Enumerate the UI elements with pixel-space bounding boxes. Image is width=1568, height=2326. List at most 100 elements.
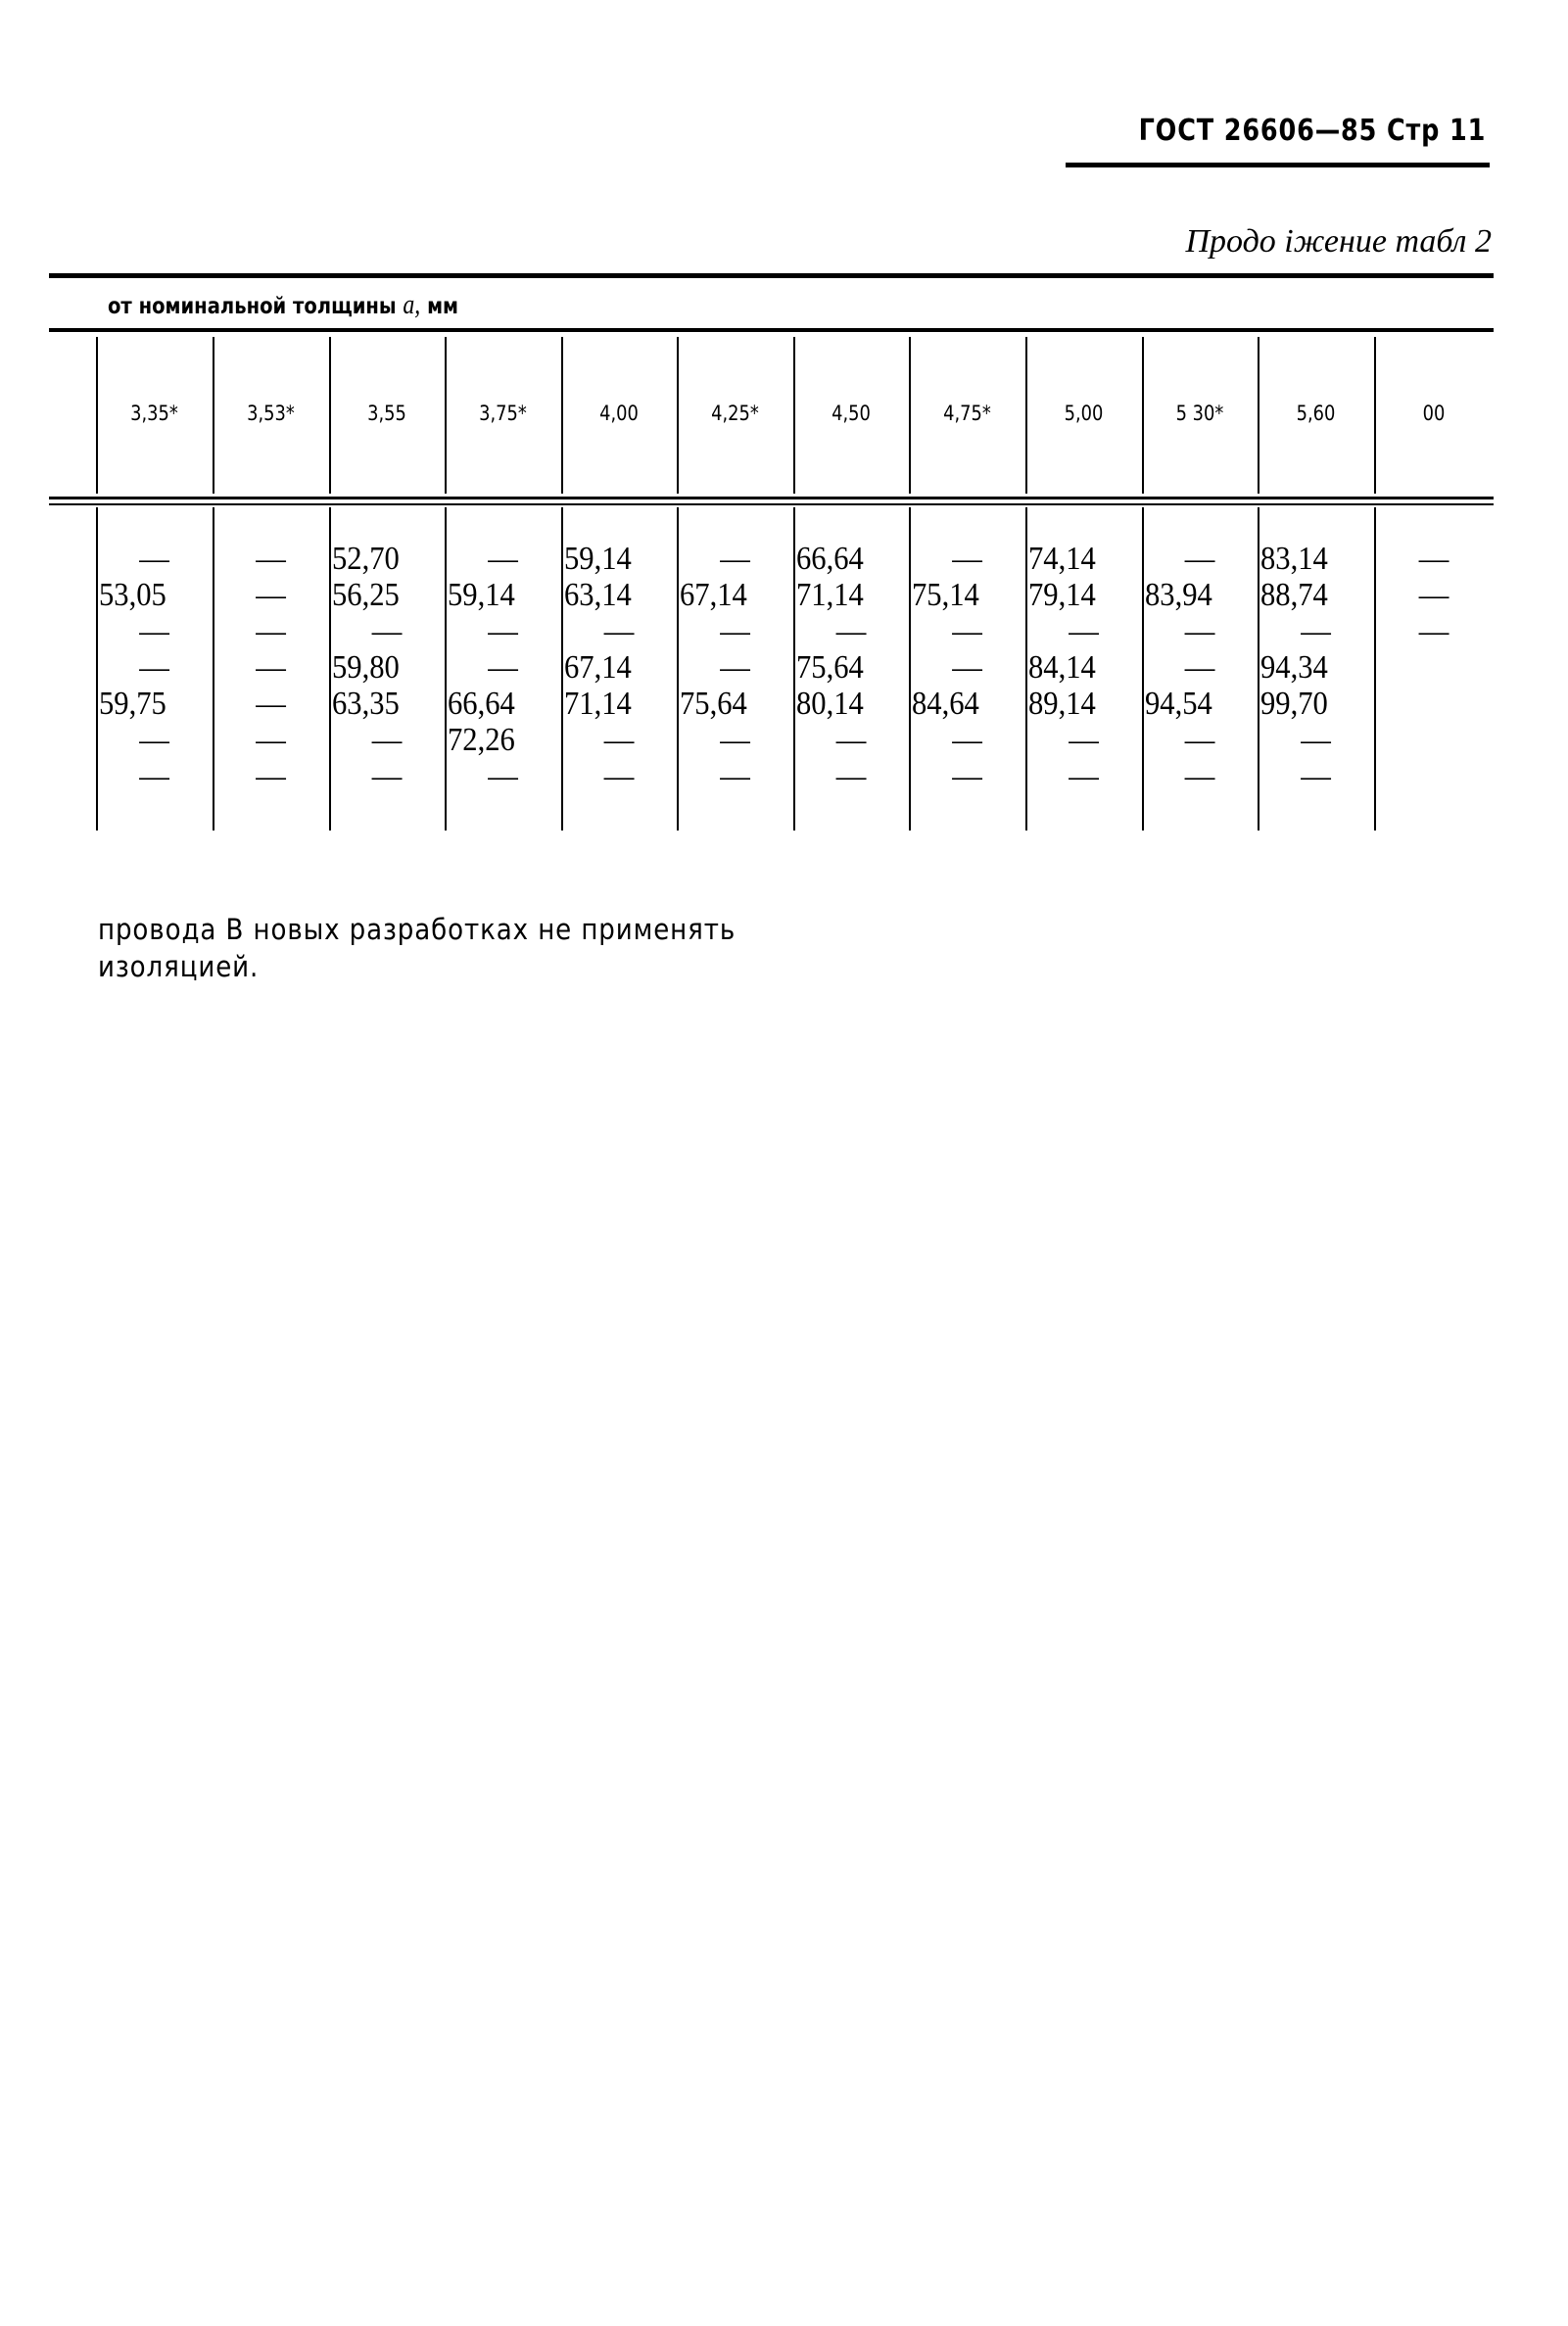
column-divider — [677, 507, 679, 831]
table-cell: — — [1069, 613, 1099, 649]
page-header: ГОСТ 26606—85 Стр 11 — [1138, 114, 1486, 148]
table-cell: 63,14 — [564, 577, 632, 613]
table-cell: 88,74 — [1260, 577, 1328, 613]
table-cell: — — [1418, 577, 1449, 613]
table-cell: — — [952, 613, 982, 649]
column-header: 5,00 — [1064, 402, 1104, 425]
table-cell: — — [256, 686, 286, 722]
column-divider — [1258, 507, 1259, 831]
column-header: 00 — [1422, 402, 1446, 425]
table-subheader: от номинальной толщины a, мм — [108, 290, 458, 321]
table-cell: — — [952, 649, 982, 686]
table-cell: — — [720, 722, 750, 758]
column-divider — [329, 507, 331, 831]
table-cell: — — [603, 722, 635, 758]
column-divider — [1258, 337, 1259, 494]
table-cell: 75,14 — [912, 577, 979, 613]
table-cell: 66,64 — [448, 686, 515, 722]
column-divider — [445, 337, 447, 494]
table-continuation-label: Продо іжение табл 2 — [1185, 223, 1492, 260]
table-cell: 84,64 — [912, 686, 979, 722]
table-top-rule — [49, 273, 1494, 278]
column-divider — [677, 337, 679, 494]
column-divider — [213, 507, 214, 831]
table-cell: 56,25 — [332, 577, 400, 613]
footnote-line-2: изоляцией. — [98, 950, 260, 983]
table-cell: — — [720, 758, 750, 794]
table-cell: — — [1184, 649, 1215, 686]
column-header: 5,60 — [1296, 402, 1336, 425]
table-cell: 74,14 — [1028, 541, 1096, 577]
column-divider — [96, 337, 98, 494]
table-cell: 59,14 — [564, 541, 632, 577]
column-divider — [1025, 337, 1027, 494]
column-divider — [96, 507, 98, 831]
column-header: 3,55 — [367, 402, 406, 425]
table-cell: — — [1184, 541, 1215, 577]
table-cell: 80,14 — [796, 686, 864, 722]
column-header: 3,53* — [247, 402, 295, 425]
table-cell: — — [256, 758, 286, 794]
table-cell: — — [1184, 613, 1215, 649]
table-cell: — — [1301, 613, 1331, 649]
column-divider — [213, 337, 214, 494]
table-cell: — — [720, 649, 750, 686]
table-cell: — — [256, 541, 286, 577]
table-cell: — — [1418, 613, 1449, 649]
table-cell: — — [371, 722, 403, 758]
column-header: 5 30* — [1175, 402, 1224, 425]
table-cell: — — [139, 541, 169, 577]
table-cell: 59,14 — [448, 577, 515, 613]
table-cell: — — [1301, 758, 1331, 794]
table-cell: — — [256, 649, 286, 686]
column-divider — [561, 507, 563, 831]
subheader-text: от номинальной толщины — [108, 294, 397, 319]
table-cell: 79,14 — [1028, 577, 1096, 613]
table-cell: 53,05 — [99, 577, 166, 613]
table-cell: 59,80 — [332, 649, 400, 686]
table-cell: — — [139, 613, 169, 649]
table-cell: 75,64 — [796, 649, 864, 686]
table-cell: 99,70 — [1260, 686, 1328, 722]
table-cell: — — [835, 722, 867, 758]
table-cell: 63,35 — [332, 686, 400, 722]
table-cell: 94,34 — [1260, 649, 1328, 686]
column-divider — [793, 507, 795, 831]
table-cell: — — [1069, 758, 1099, 794]
column-header: 4,50 — [832, 402, 871, 425]
table-cell: — — [139, 649, 169, 686]
table-cell: 94,54 — [1145, 686, 1212, 722]
table-cell: — — [952, 758, 982, 794]
column-divider — [793, 337, 795, 494]
column-divider — [329, 337, 331, 494]
column-divider — [561, 337, 563, 494]
table-cell: — — [720, 541, 750, 577]
table-cell: — — [488, 758, 518, 794]
table-cell: 66,64 — [796, 541, 864, 577]
table-cell: — — [952, 541, 982, 577]
table-cell: 67,14 — [564, 649, 632, 686]
table-double-rule-top — [49, 497, 1494, 499]
header-rule — [1066, 163, 1490, 167]
table-cell: — — [139, 722, 169, 758]
column-divider — [1374, 337, 1376, 494]
table-cell: — — [1184, 722, 1215, 758]
table-cell: — — [256, 577, 286, 613]
column-divider — [1374, 507, 1376, 831]
table-cell: — — [1301, 722, 1331, 758]
table-cell: 52,70 — [332, 541, 400, 577]
table-cell: — — [603, 758, 635, 794]
table-cell: — — [488, 613, 518, 649]
table-cell: 71,14 — [564, 686, 632, 722]
column-header: 3,35* — [130, 402, 178, 425]
table-cell: 71,14 — [796, 577, 864, 613]
table-cell: 84,14 — [1028, 649, 1096, 686]
table-cell: 59,75 — [99, 686, 166, 722]
column-divider — [1142, 507, 1144, 831]
column-header: 3,75* — [479, 402, 527, 425]
table-cell: 75,64 — [680, 686, 747, 722]
table-cell: — — [835, 613, 867, 649]
subheader-symbol: a, — [403, 290, 421, 320]
table-cell: — — [835, 758, 867, 794]
column-header: 4,25* — [711, 402, 759, 425]
